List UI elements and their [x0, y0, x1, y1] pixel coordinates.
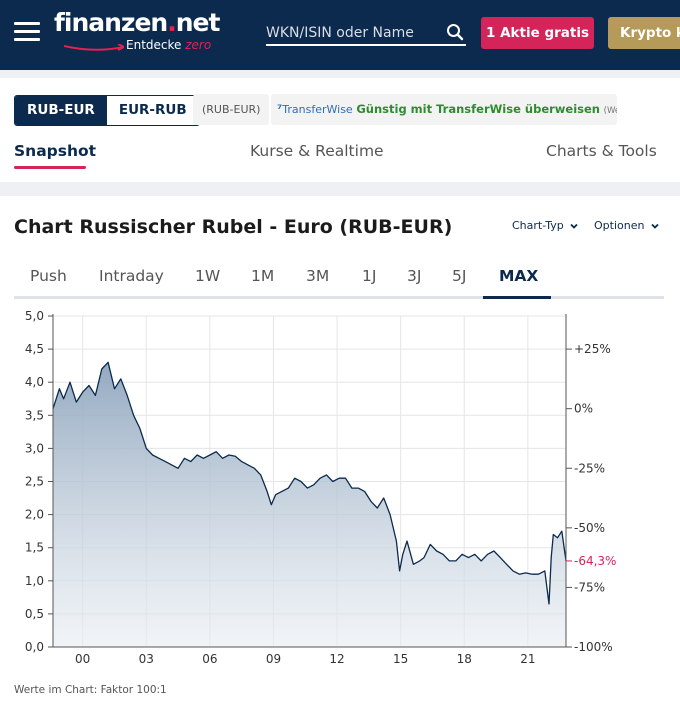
search-box — [266, 22, 466, 46]
y-tick-label: 1,5 — [25, 541, 44, 555]
transferwise-logo: ⁷TransferWise — [277, 102, 353, 116]
chevron-down-icon — [570, 223, 578, 229]
y-tick-label: 4,0 — [25, 375, 44, 389]
section-nav: Snapshot Kurse & Realtime Charts & Tools — [0, 142, 680, 176]
pair-toggle: RUB-EUR EUR-RUB — [14, 95, 200, 126]
search-icon[interactable] — [446, 23, 464, 41]
x-tick-label: 18 — [457, 652, 472, 666]
logo-swoosh-icon — [64, 44, 124, 51]
range-tab-max[interactable]: MAX — [499, 267, 539, 285]
range-tab-1m[interactable]: 1M — [251, 267, 275, 285]
x-tick-label: 03 — [139, 652, 154, 666]
current-change-label: -64,3% — [574, 554, 616, 568]
tab-kurse-realtime[interactable]: Kurse & Realtime — [250, 142, 384, 160]
price-area — [53, 362, 566, 647]
y-tick-label: 4,5 — [25, 342, 44, 356]
pair-button-rub-eur[interactable]: RUB-EUR — [15, 96, 107, 125]
range-tab-3j[interactable]: 3J — [407, 267, 422, 285]
range-tabs: Push Intraday 1W 1M 3M 1J 3J 5J MAX — [14, 261, 664, 299]
chart-card: Chart Russischer Rubel - Euro (RUB-EUR) … — [0, 196, 680, 720]
price-chart[interactable]: 0,0 0,5 1,0 1,5 2,0 2,5 3,0 3,5 4,0 4,5 5,0 00 03 06 0… — [0, 296, 680, 676]
right-tick-label: +25% — [574, 342, 611, 356]
right-tick-label: -100% — [574, 640, 613, 654]
pair-button-eur-rub[interactable]: EUR-RUB — [106, 96, 199, 125]
free-stock-button[interactable]: 1 Aktie gratis — [481, 17, 594, 49]
x-tick-label: 06 — [202, 652, 217, 666]
price-line — [52, 361, 567, 605]
search-input[interactable] — [266, 22, 436, 44]
x-tick-label: 21 — [520, 652, 535, 666]
y-tick-label: 0,5 — [25, 607, 44, 621]
logo-tagline: Entdecke zero — [126, 38, 212, 52]
tab-charts-tools[interactable]: Charts & Tools — [546, 142, 657, 160]
menu-icon[interactable] — [14, 22, 40, 42]
x-tick-label: 00 — [75, 652, 90, 666]
right-tick-label: 0% — [574, 402, 593, 416]
ad-label: (Werbung) — [603, 106, 617, 116]
y-tick-label: 3,5 — [25, 408, 44, 422]
right-tick-label: -25% — [574, 461, 605, 475]
top-header: finanzen.net Entdecke zero 1 Aktie grati… — [0, 0, 680, 70]
y-tick-label: 1,0 — [25, 574, 44, 588]
range-tab-3m[interactable]: 3M — [306, 267, 330, 285]
x-tick-label: 09 — [266, 652, 281, 666]
logo-wordmark: finanzen.net — [54, 8, 220, 37]
range-tab-intraday[interactable]: Intraday — [99, 267, 164, 285]
x-tick-label: 15 — [393, 652, 408, 666]
y-tick-label: 2,5 — [25, 475, 44, 489]
chart-type-dropdown[interactable]: Chart-Typ — [512, 219, 579, 232]
y-tick-label: 0,0 — [25, 640, 44, 654]
range-tab-5j[interactable]: 5J — [452, 267, 467, 285]
range-tab-1j[interactable]: 1J — [362, 267, 377, 285]
finanzen-logo[interactable]: finanzen.net Entdecke zero — [54, 8, 220, 52]
transferwise-text: Günstig mit TransferWise überweisen — [356, 102, 600, 116]
tab-snapshot[interactable]: Snapshot — [14, 142, 97, 160]
x-tick-label: 12 — [329, 652, 344, 666]
y-tick-label: 5,0 — [25, 309, 44, 323]
crypto-button[interactable]: Krypto ka — [608, 17, 680, 49]
active-range-indicator — [483, 296, 551, 299]
y-tick-label: 3,0 — [25, 441, 44, 455]
range-tab-1w[interactable]: 1W — [195, 267, 221, 285]
right-tick-label: -50% — [574, 521, 605, 535]
pair-symbol-chip: (RUB-EUR) — [193, 94, 270, 125]
range-tab-push[interactable]: Push — [30, 267, 67, 285]
chevron-down-icon — [651, 223, 659, 229]
right-tick-label: -75% — [574, 580, 605, 594]
y-tick-label: 2,0 — [25, 508, 44, 522]
instrument-card: RUB-EUR EUR-RUB (RUB-EUR) ⁷TransferWise … — [0, 78, 680, 182]
options-dropdown[interactable]: Optionen — [594, 219, 660, 232]
active-tab-indicator — [14, 166, 86, 169]
transferwise-ad[interactable]: ⁷TransferWise Günstig mit TransferWise ü… — [271, 94, 617, 125]
chart-footnote: Werte im Chart: Faktor 100:1 — [14, 684, 167, 696]
chart-title: Chart Russischer Rubel - Euro (RUB-EUR) — [14, 216, 453, 238]
